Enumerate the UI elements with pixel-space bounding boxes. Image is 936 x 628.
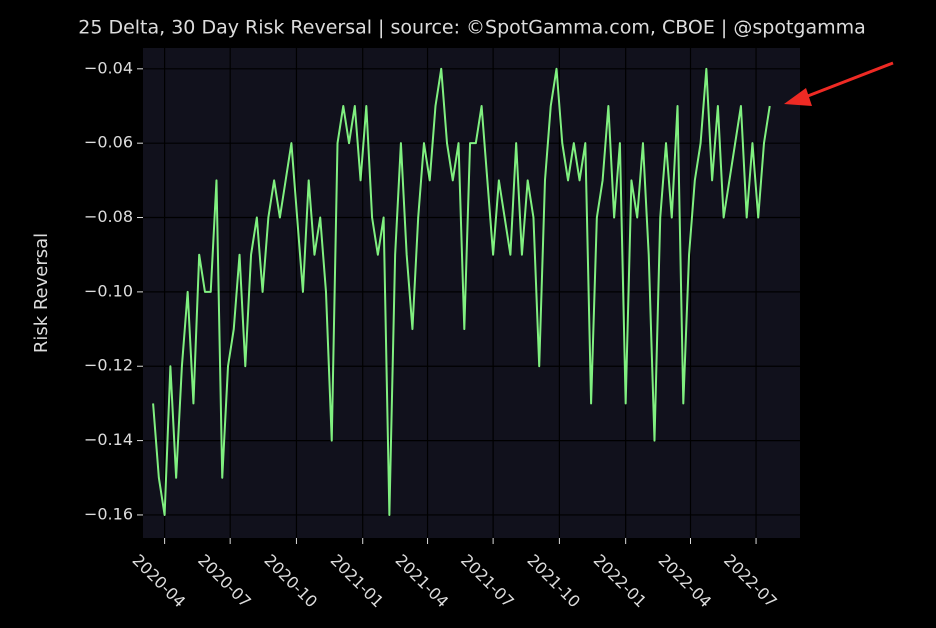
- y-tick-label: −0.08: [84, 207, 133, 226]
- y-tick-label: −0.12: [84, 356, 133, 375]
- y-tick-label: −0.16: [84, 504, 133, 523]
- data-line: [152, 67, 771, 516]
- y-tick-label: −0.04: [84, 58, 133, 77]
- chart-title: 25 Delta, 30 Day Risk Reversal | source:…: [78, 17, 866, 39]
- y-tick-label: −0.14: [84, 430, 133, 449]
- annotation-arrow: [784, 61, 894, 106]
- arrow-shaft: [799, 61, 894, 101]
- y-axis-label: Risk Reversal: [31, 233, 52, 353]
- arrow-head: [784, 88, 812, 106]
- y-tick-label: −0.10: [84, 281, 133, 300]
- y-tick-label: −0.06: [84, 133, 133, 152]
